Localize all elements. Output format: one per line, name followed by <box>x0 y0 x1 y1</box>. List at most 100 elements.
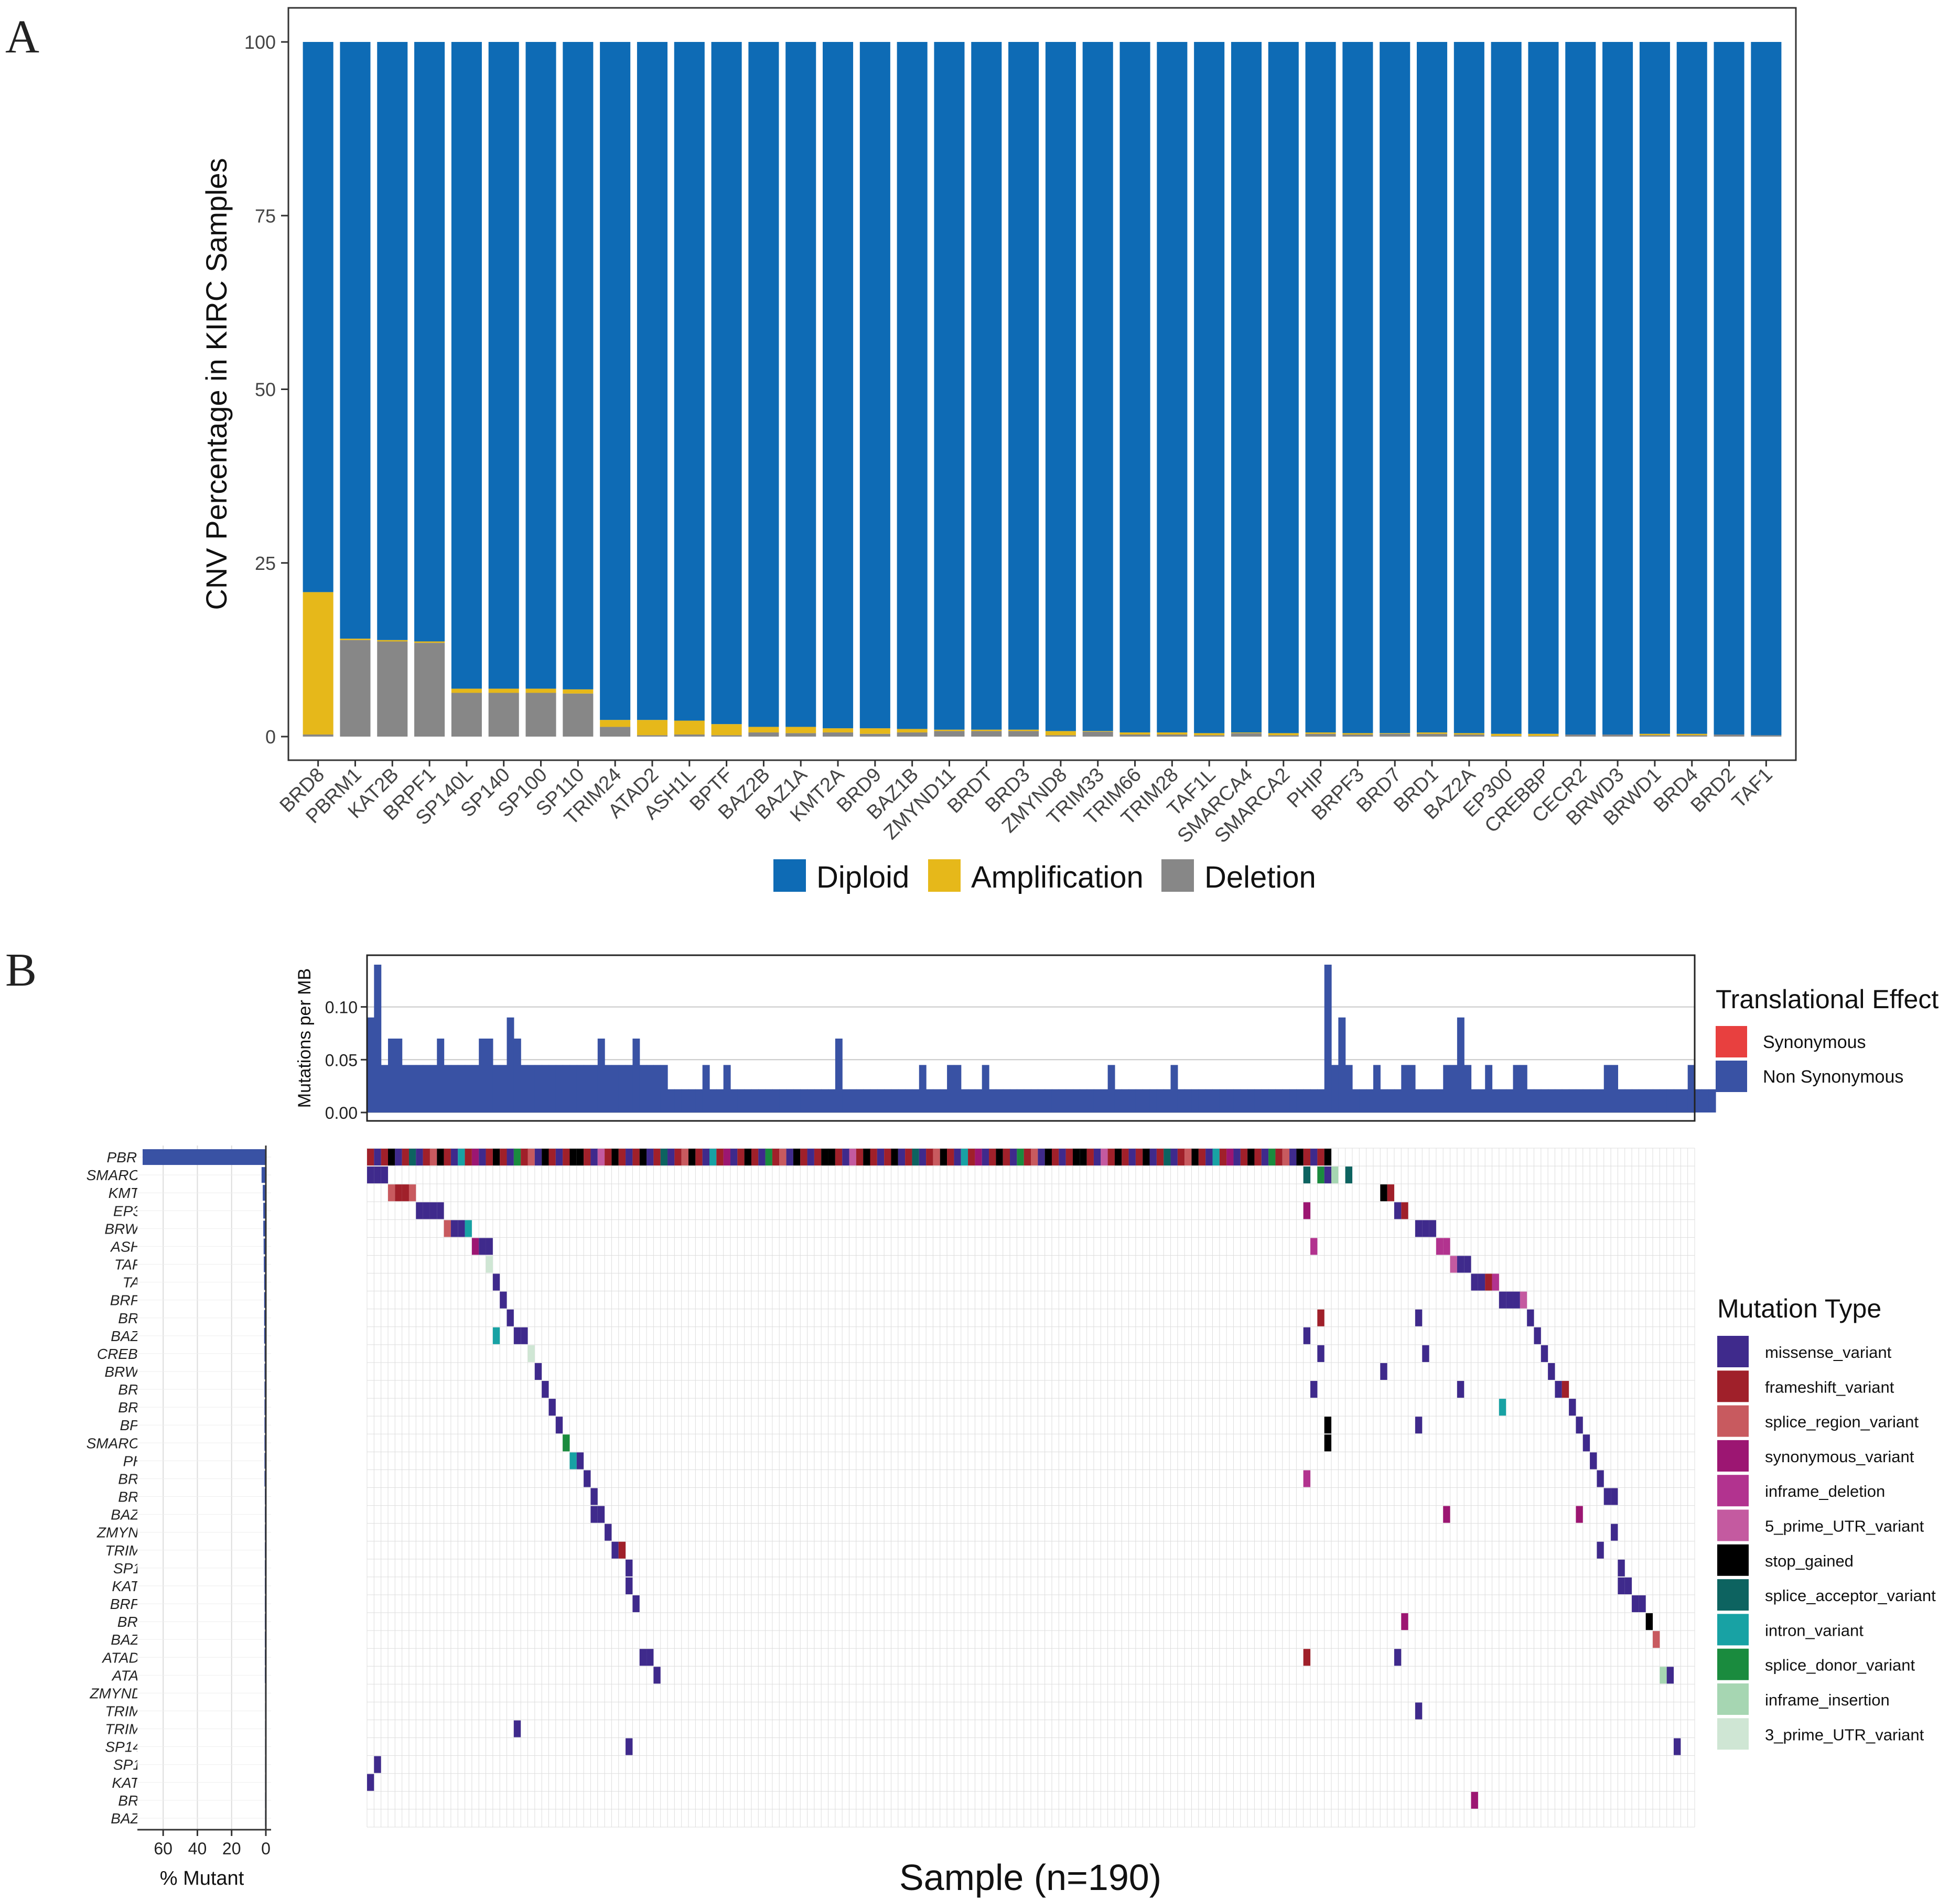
tmb-bar <box>1003 1089 1010 1112</box>
legend-label-inframe_insertion: inframe_insertion <box>1765 1691 1890 1709</box>
tmb-bar <box>856 1089 864 1112</box>
mutation-cell-pbrm1 <box>849 1149 856 1166</box>
tmb-bar <box>968 1089 975 1112</box>
mutation-cell-pbrm1 <box>507 1149 514 1166</box>
mutation-cell-pbrm1 <box>534 1149 542 1166</box>
tmb-bar <box>779 1089 787 1112</box>
legend-label-stop_gained: stop_gained <box>1765 1552 1854 1570</box>
pct-axis-title: % Mutant <box>160 1867 244 1889</box>
mutation-cell-ep300 <box>437 1202 444 1219</box>
mutation-cell-ash1l <box>1310 1238 1318 1255</box>
pct-mutant-bar <box>143 1149 266 1165</box>
legend-swatch-3_prime_UTR_variant <box>1717 1718 1749 1750</box>
bar-deletion-BRD2 <box>1714 735 1744 737</box>
mutation-cell-brwd1 <box>458 1220 465 1237</box>
tmb-bar <box>961 1089 968 1112</box>
mutation-cell-ep300 <box>416 1202 423 1219</box>
tmb-bar <box>597 1039 605 1112</box>
bar-diploid-PBRM1 <box>340 42 371 639</box>
mutation-cell-pbrm1 <box>1177 1149 1185 1166</box>
mutation-cell-smarca4 <box>1324 1166 1332 1184</box>
legend-swatch-frameshift_variant <box>1717 1370 1749 1402</box>
bar-deletion-SP110 <box>563 693 594 737</box>
mutation-cell-pbrm1 <box>632 1149 640 1166</box>
tmb-bar <box>1561 1089 1569 1112</box>
pct-mutant-bar <box>263 1220 266 1237</box>
mutation-cell-pbrm1 <box>1101 1149 1108 1166</box>
mutation-cell-pbrm1 <box>1191 1149 1199 1166</box>
tmb-bar <box>849 1089 857 1112</box>
tmb-bar <box>716 1089 724 1112</box>
bar-diploid-BRD1 <box>1417 42 1448 733</box>
mutation-cell-pbrm1 <box>1156 1149 1164 1166</box>
mutation-cell-ash1l <box>479 1238 486 1255</box>
tmb-bar <box>584 1065 591 1112</box>
tmb-bar <box>1450 1065 1458 1112</box>
tmb-bar <box>1303 1089 1311 1112</box>
bar-deletion-BRD7 <box>1380 733 1410 737</box>
tmb-bar <box>1632 1089 1639 1112</box>
bar-deletion-PHIP <box>1305 733 1336 737</box>
tmb-bar <box>1051 1089 1059 1112</box>
tmb-bar <box>458 1065 466 1112</box>
mutation-cell-pbrm1 <box>926 1149 933 1166</box>
tmb-bar <box>1184 1089 1192 1112</box>
mutation-cell-smarca4 <box>374 1166 381 1184</box>
mutation-cell-pbrm1 <box>1038 1149 1045 1166</box>
bar-amplification-TRIM66 <box>1119 732 1150 735</box>
mutation-cell-brd1 <box>1499 1399 1506 1416</box>
tmb-bar <box>1093 1089 1101 1112</box>
tmb-bar <box>465 1065 472 1112</box>
mutation-cell-pbrm1 <box>947 1149 954 1166</box>
mutation-cell-pbrm1 <box>856 1149 864 1166</box>
legend-swatch-inframe_insertion <box>1717 1683 1749 1715</box>
mutation-cell-pbrm1 <box>1303 1149 1311 1166</box>
tmb-bar <box>527 1065 535 1112</box>
tmb-bar <box>1254 1089 1262 1112</box>
mutation-cell-smarca2 <box>563 1434 570 1452</box>
tmb-bar <box>408 1065 416 1112</box>
mutation-cell-sp100 <box>374 1756 381 1773</box>
tmb-bar <box>1338 1017 1346 1112</box>
legend-label-splice_region_variant: splice_region_variant <box>1765 1413 1919 1431</box>
legend-swatch-inframe_deletion <box>1717 1475 1749 1507</box>
tmb-bar <box>1674 1089 1681 1112</box>
mutation-cell-sp140l <box>626 1738 633 1755</box>
bar-diploid-CECR2 <box>1565 42 1596 735</box>
mutation-cell-pbrm1 <box>660 1149 668 1166</box>
tmb-bar <box>1296 1089 1304 1112</box>
mutation-cell-taf1l <box>1464 1256 1471 1273</box>
mutation-cell-brwd1 <box>444 1220 451 1237</box>
mutation-cell-kmt2a <box>387 1184 395 1202</box>
tmb-bar <box>737 1089 745 1112</box>
tmb-bar <box>1387 1089 1395 1112</box>
bar-amplification-KMT2A <box>822 728 854 733</box>
mutation-cell-pbrm1 <box>898 1149 906 1166</box>
tmb-bar <box>751 1089 759 1112</box>
bar-diploid-SP140L <box>451 42 482 689</box>
mutation-cell-pbrm1 <box>1003 1149 1010 1166</box>
tmb-bar <box>395 1039 403 1112</box>
mutation-cell-pbrm1 <box>597 1149 605 1166</box>
bar-deletion-KMT2A <box>822 732 854 737</box>
bar-diploid-BRDT <box>971 42 1002 730</box>
mutation-cell-pbrm1 <box>548 1149 556 1166</box>
tmb-bar <box>1324 965 1332 1112</box>
mutation-cell-baz1b <box>1443 1506 1450 1523</box>
mutation-cell-pbrm1 <box>919 1149 927 1166</box>
mutation-cell-pbrm1 <box>555 1149 563 1166</box>
mutation-cell-brwd3 <box>1548 1363 1555 1380</box>
tmb-bar <box>1541 1089 1548 1112</box>
mutation-cell-pbrm1 <box>800 1149 807 1166</box>
tmb-bar <box>1268 1089 1276 1112</box>
mutation-cell-pbrm1 <box>471 1149 479 1166</box>
mutation-cell-trim33 <box>611 1541 619 1559</box>
mutation-cell-baz2b <box>1534 1327 1541 1344</box>
mutation-cell-pbrm1 <box>1310 1149 1318 1166</box>
pct-x-tick-label: 60 <box>154 1839 173 1858</box>
mutation-cell-smarca4 <box>1331 1166 1339 1184</box>
mutation-cell-pbrm1 <box>465 1149 472 1166</box>
mutation-cell-pbrm1 <box>884 1149 891 1166</box>
mutation-cell-ash1l <box>486 1238 493 1255</box>
mutation-cell-taf1 <box>1485 1273 1492 1291</box>
